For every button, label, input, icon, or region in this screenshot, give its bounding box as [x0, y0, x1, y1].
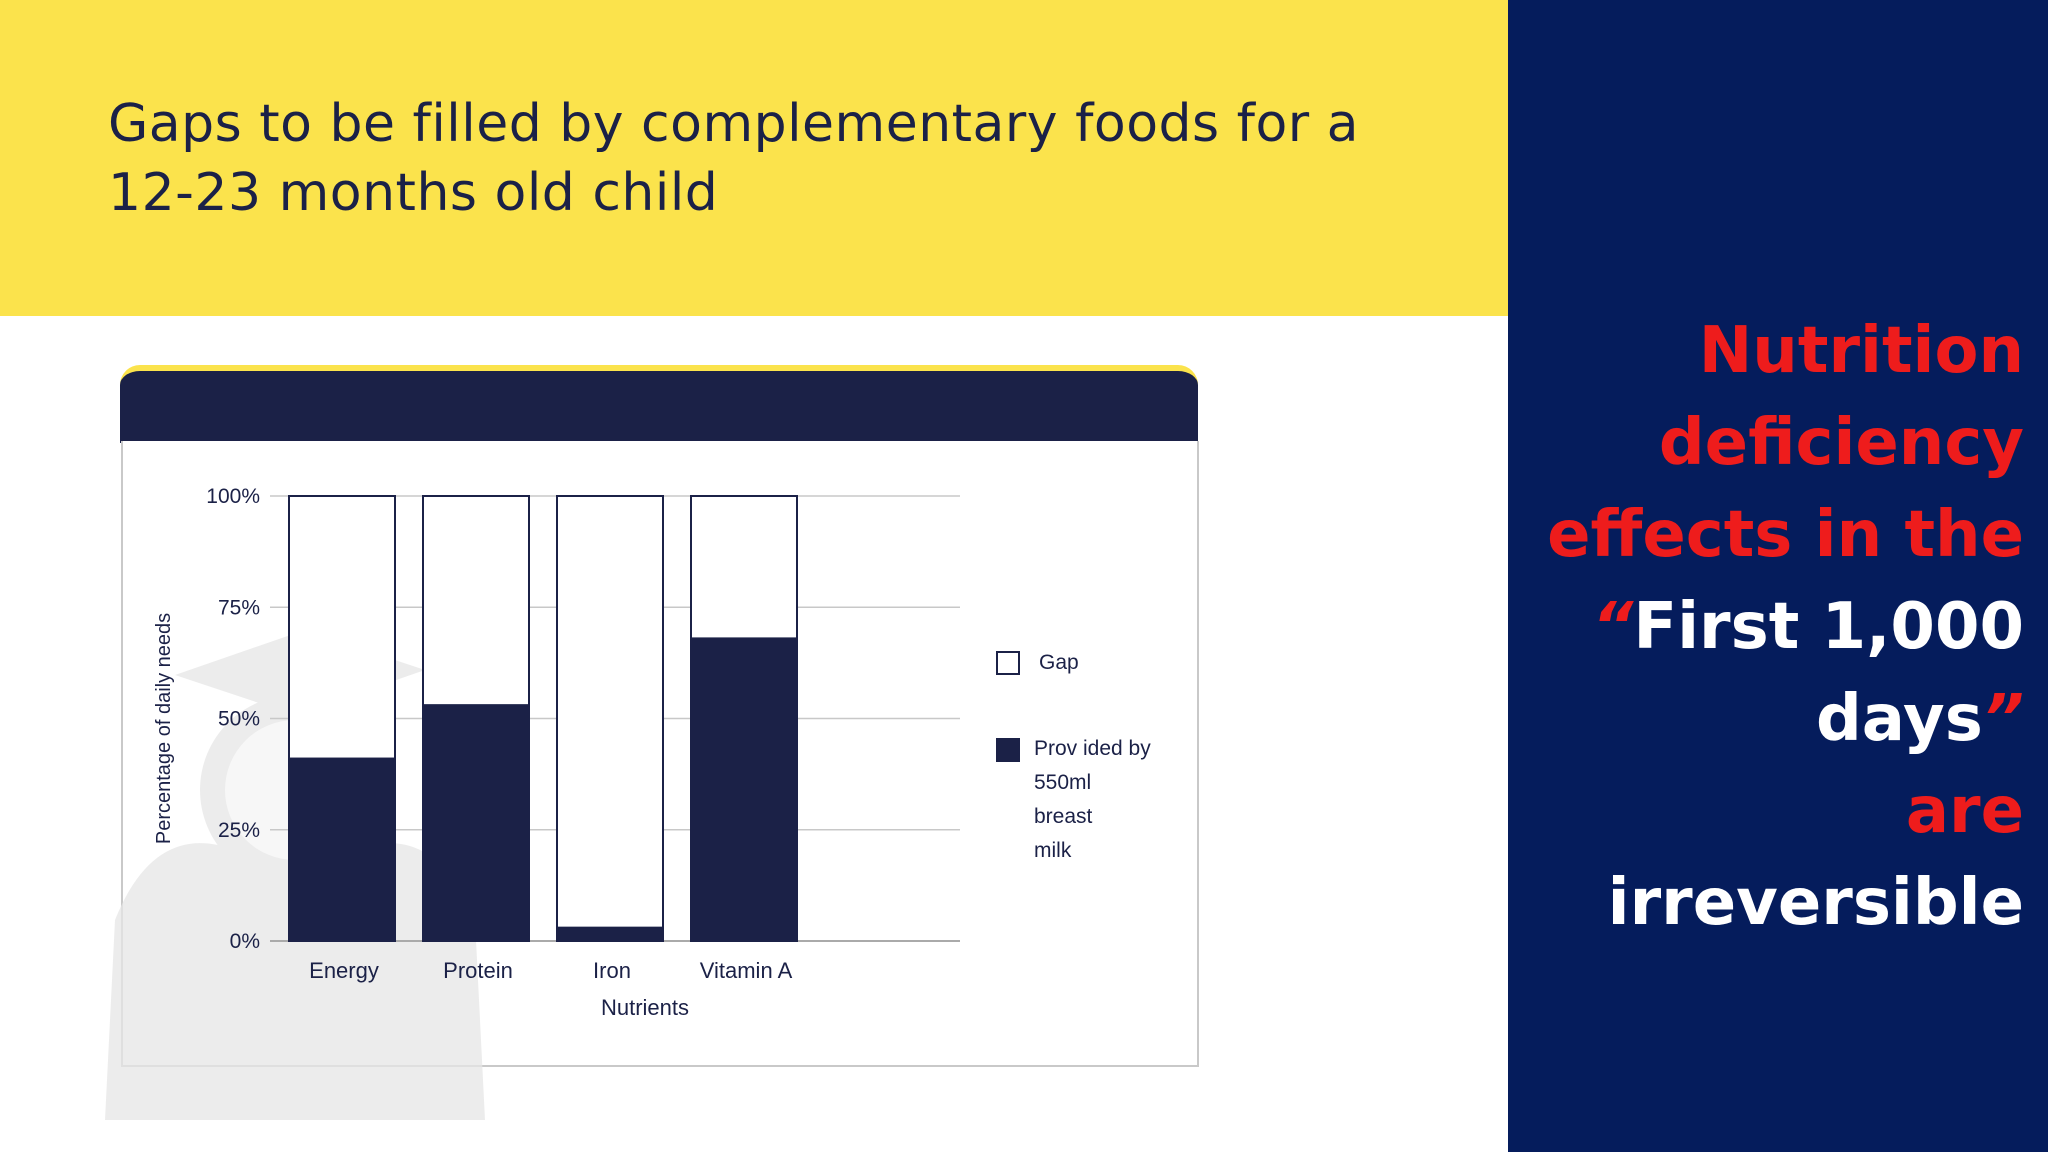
slide-title-line-1: Gaps to be filled by complementary foods… — [108, 94, 1360, 154]
x-axis-label: Nutrients — [601, 995, 689, 1020]
slide-title-line-2: 12-23 months old child — [108, 163, 719, 223]
y-tick-label: 75% — [218, 596, 260, 619]
slide-title: Gaps to be filled by complementary foods… — [108, 90, 1448, 228]
y-tick-label: 100% — [206, 485, 260, 508]
callout-line-5-text: days — [1815, 682, 1983, 756]
header-band — [0, 0, 1508, 316]
x-tick-label: Iron — [593, 958, 631, 983]
callout-line-5: days” — [1524, 673, 2024, 765]
stacked-bar-chart: 0% 25% 50% 75% 100% Energy Protein Iron Vitamin… — [153, 485, 1151, 1020]
legend-gap-label: Gap — [1039, 651, 1079, 674]
bar-provided-vitamin-a — [690, 637, 798, 942]
x-tick-label: Vitamin A — [700, 958, 793, 983]
legend-provided-label: milk — [1034, 839, 1072, 862]
legend-provided-label: breast — [1034, 805, 1093, 828]
close-quote: ” — [1982, 682, 2024, 756]
legend-gap-swatch — [996, 651, 1020, 675]
bar-provided-iron — [556, 926, 664, 942]
callout-text: Nutrition deficiency effects in the “Fir… — [1524, 305, 2024, 949]
chart-card-header — [120, 365, 1198, 443]
open-quote: “ — [1592, 590, 1634, 664]
y-axis-label: Percentage of daily needs — [153, 613, 175, 844]
legend-provided-label: Prov ided by — [1034, 737, 1151, 760]
y-tick-label: 0% — [230, 930, 260, 953]
y-tick-label: 25% — [218, 819, 260, 842]
x-axis-ticks: Energy Protein Iron Vitamin A — [309, 958, 792, 983]
y-tick-label: 50% — [218, 708, 260, 731]
y-axis-ticks: 0% 25% 50% 75% 100% — [206, 485, 260, 953]
bar-gap-energy — [288, 495, 396, 760]
callout-line-4: “First 1,000 — [1524, 581, 2024, 673]
callout-line-7: irreversible — [1607, 866, 2024, 940]
legend-provided-label: 550ml — [1034, 771, 1091, 794]
bar-provided-protein — [422, 704, 530, 942]
legend-provided-swatch — [996, 738, 1020, 762]
callout-line-1: Nutrition — [1698, 314, 2024, 388]
bars — [288, 495, 798, 942]
callout-line-6: are — [1905, 774, 2024, 848]
bar-gap-vitamin-a — [690, 495, 798, 640]
side-panel: Nutrition deficiency effects in the “Fir… — [1508, 0, 2048, 1152]
legend: Gap Prov ided by 550ml breast milk — [996, 651, 1151, 862]
bar-provided-energy — [288, 757, 396, 942]
bar-gap-protein — [422, 495, 530, 707]
x-tick-label: Protein — [443, 958, 513, 983]
bar-gap-iron — [556, 495, 664, 929]
callout-line-4-text: First 1,000 — [1633, 590, 2024, 664]
callout-line-2: deficiency — [1658, 406, 2024, 480]
x-tick-label: Energy — [309, 958, 379, 983]
callout-line-3: effects in the — [1547, 498, 2024, 572]
